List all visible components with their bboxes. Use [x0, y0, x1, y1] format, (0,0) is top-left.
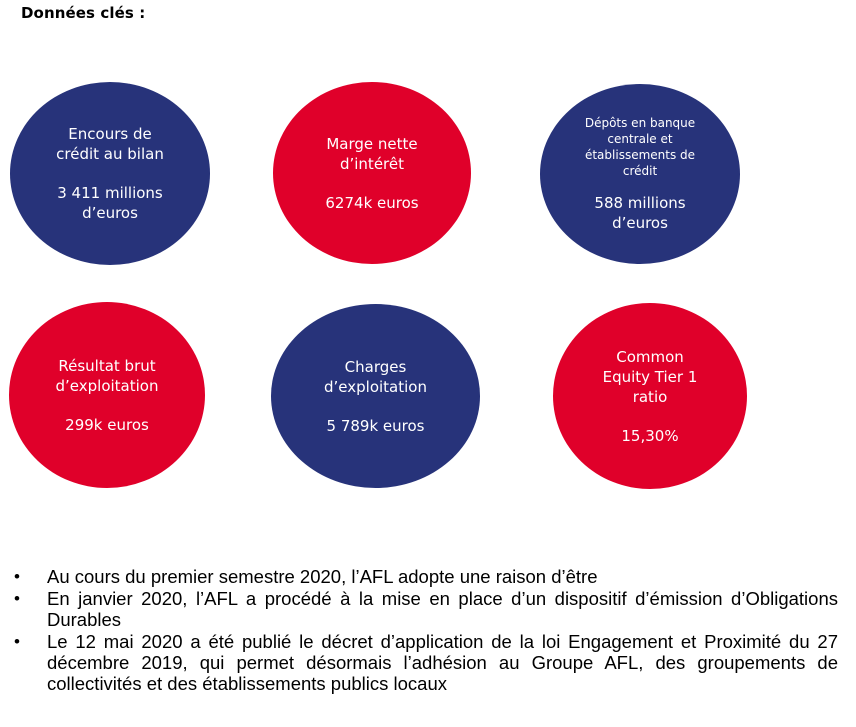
list-item-text: Le 12 mai 2020 a été publié le décret d’…	[47, 631, 838, 694]
list-item: • Le 12 mai 2020 a été publié le décret …	[14, 631, 838, 694]
stat-circle-cet1-ratio: Common Equity Tier 1 ratio 15,30%	[553, 303, 747, 489]
bullet-icon: •	[14, 567, 20, 586]
highlights-list: • Au cours du premier semestre 2020, l’A…	[14, 566, 838, 695]
stat-label: Encours de crédit au bilan	[56, 125, 164, 163]
stat-label: Résultat brut d’exploitation	[55, 356, 159, 395]
stat-circle-depots-banque: Dépôts en banque centrale et établisseme…	[540, 84, 740, 264]
stat-value: 3 411 millions d’euros	[57, 184, 163, 222]
stat-label: Marge nette d’intérêt	[326, 134, 418, 173]
bullet-icon: •	[14, 632, 20, 651]
stat-value: 299k euros	[65, 415, 149, 434]
stat-label: Charges d’exploitation	[324, 357, 427, 396]
stat-value: 6274k euros	[325, 193, 419, 212]
stat-circle-marge-nette: Marge nette d’intérêt 6274k euros	[273, 82, 471, 264]
list-item: • Au cours du premier semestre 2020, l’A…	[14, 566, 838, 587]
stat-circle-charges-exploitation: Charges d’exploitation 5 789k euros	[271, 304, 480, 488]
stat-value: 588 millions d’euros	[594, 194, 686, 232]
list-item-text: En janvier 2020, l’AFL a procédé à la mi…	[47, 588, 838, 630]
bullet-icon: •	[14, 589, 20, 608]
list-item: • En janvier 2020, l’AFL a procédé à la …	[14, 588, 838, 630]
section-heading: Données clés :	[21, 4, 146, 22]
stat-label: Dépôts en banque centrale et établisseme…	[584, 116, 696, 178]
stat-circle-encours-credit: Encours de crédit au bilan 3 411 million…	[10, 82, 210, 265]
stat-value: 15,30%	[621, 426, 679, 445]
stat-value: 5 789k euros	[326, 416, 425, 435]
list-item-text: Au cours du premier semestre 2020, l’AFL…	[47, 566, 598, 587]
stat-label: Common Equity Tier 1 ratio	[602, 347, 698, 406]
stat-circle-resultat-brut: Résultat brut d’exploitation 299k euros	[9, 302, 205, 488]
